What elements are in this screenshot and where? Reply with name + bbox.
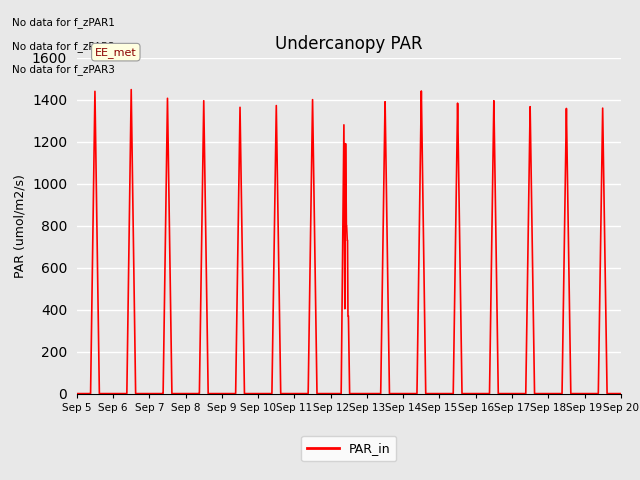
Text: No data for f_zPAR1: No data for f_zPAR1	[12, 17, 115, 28]
Text: No data for f_zPAR3: No data for f_zPAR3	[12, 64, 115, 75]
Legend: PAR_in: PAR_in	[301, 436, 397, 461]
Text: EE_met: EE_met	[95, 47, 137, 58]
Title: Undercanopy PAR: Undercanopy PAR	[275, 35, 422, 53]
Y-axis label: PAR (umol/m2/s): PAR (umol/m2/s)	[13, 174, 26, 277]
Text: No data for f_zPAR2: No data for f_zPAR2	[12, 41, 115, 52]
